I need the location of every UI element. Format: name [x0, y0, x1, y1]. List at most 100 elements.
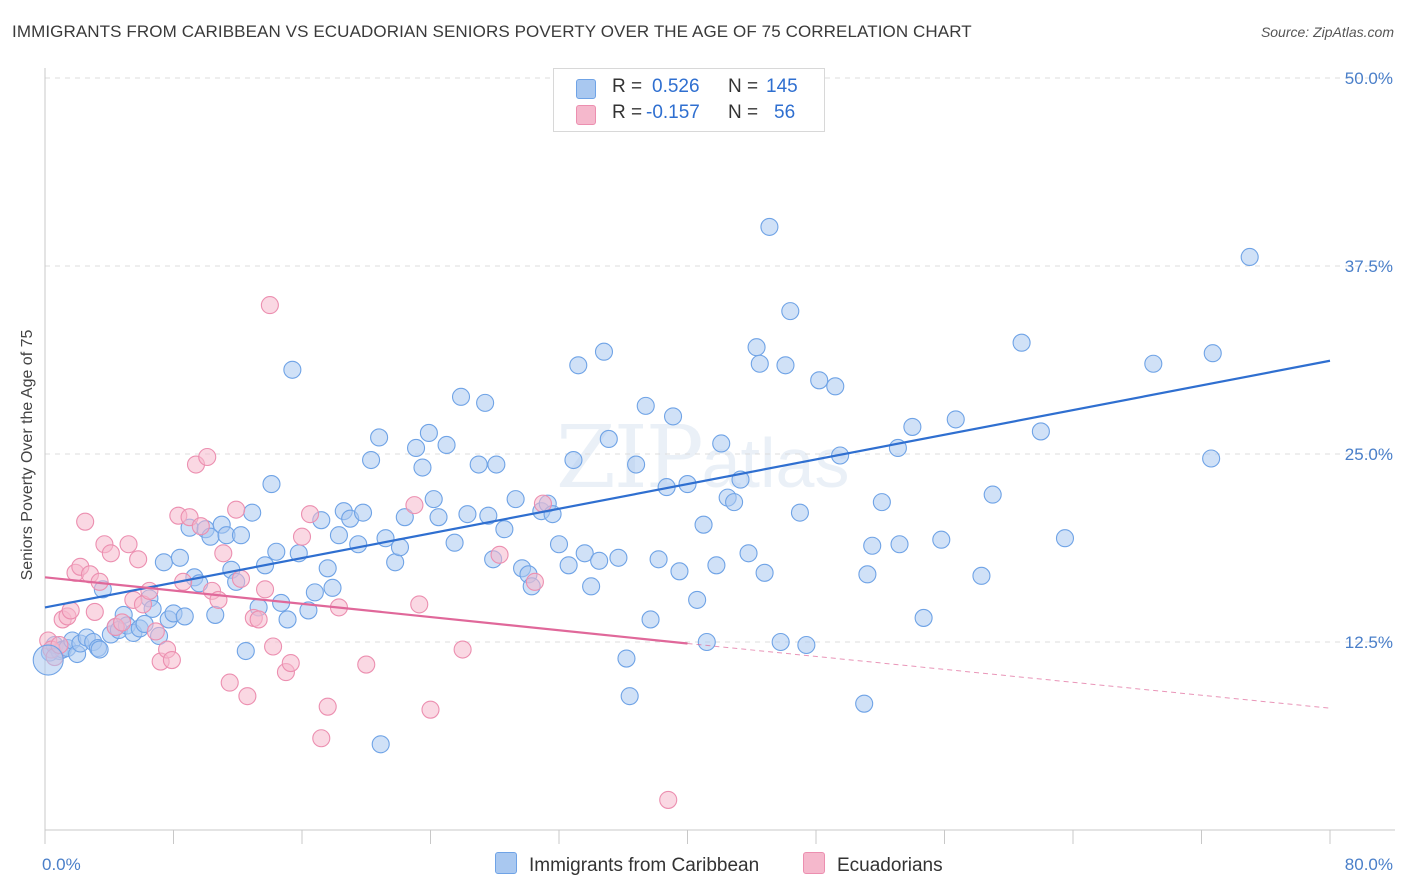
- caribbean-point: [590, 551, 609, 570]
- caribbean-point: [688, 590, 707, 609]
- ecuadorian-point: [238, 687, 257, 706]
- caribbean-point: [776, 356, 795, 375]
- correlation-legend: R = 0.526 N = 145 R = -0.157 N = 56: [553, 68, 825, 132]
- ecuadorian-point: [227, 500, 246, 519]
- caribbean-point: [617, 649, 636, 668]
- caribbean-point: [903, 417, 922, 436]
- bottom-legend-ecuadorians: Ecuadorians: [803, 852, 943, 877]
- caribbean-point: [609, 548, 628, 567]
- ecuadorian-point: [140, 581, 159, 600]
- caribbean-point: [413, 458, 432, 477]
- caribbean-point: [386, 553, 405, 572]
- legend-r-value: -0.157: [646, 102, 700, 123]
- ecuadorian-point: [421, 700, 440, 719]
- ecuadorian-point: [659, 790, 678, 809]
- caribbean-point: [406, 438, 426, 458]
- ecuadorian-point: [292, 527, 312, 546]
- caribbean-point: [1203, 344, 1222, 363]
- y-tick-label: 25.0%: [1345, 445, 1393, 464]
- caribbean-point: [32, 644, 64, 676]
- caribbean-point: [278, 610, 297, 629]
- caribbean-point: [575, 544, 594, 563]
- x-tick-label: 0.0%: [42, 855, 81, 874]
- caribbean-point: [707, 556, 726, 575]
- caribbean-point: [479, 506, 498, 525]
- caribbean-point: [627, 455, 646, 474]
- caribbean-point: [305, 583, 324, 602]
- caribbean-point: [760, 217, 779, 236]
- ecuadorian-point: [101, 544, 120, 563]
- bottom-legend-swatch-ecuadorians: [803, 852, 825, 874]
- caribbean-point: [826, 377, 845, 396]
- caribbean-point: [914, 608, 933, 627]
- legend-n-value: 56: [774, 102, 796, 123]
- ecuadorian-point: [405, 496, 424, 515]
- caribbean-point: [725, 493, 744, 512]
- caribbean-point: [419, 423, 438, 442]
- caribbean-point: [972, 566, 991, 585]
- ecuadorian-point: [113, 613, 132, 632]
- caribbean-point: [564, 450, 583, 470]
- legend-n-label: N =: [728, 102, 759, 123]
- caribbean-point: [323, 578, 342, 597]
- caribbean-point: [154, 553, 173, 572]
- ecuadorian-trendline-extension: [687, 643, 1331, 709]
- ecuadorian-point: [300, 505, 320, 524]
- ecuadorian-point: [129, 550, 148, 569]
- caribbean-point: [739, 544, 758, 563]
- caribbean-point: [594, 342, 614, 361]
- caribbean-trendline: [44, 359, 1331, 609]
- caribbean-point: [243, 503, 262, 522]
- caribbean-point: [755, 563, 774, 582]
- source-label: Source: ZipAtlas.com: [1260, 24, 1394, 40]
- caribbean-point: [863, 536, 882, 555]
- legend-swatch-ecuadorians: [576, 105, 596, 125]
- caribbean-point: [175, 607, 194, 626]
- caribbean-point: [697, 632, 716, 652]
- ecuadorian-trendline: [44, 576, 688, 645]
- caribbean-point: [1012, 333, 1031, 352]
- caribbean-point: [445, 533, 464, 552]
- legend-n-value: 145: [766, 76, 798, 97]
- caribbean-point: [872, 493, 891, 512]
- caribbean-point: [395, 508, 414, 527]
- caribbean-point: [329, 526, 348, 545]
- caribbean-point: [641, 610, 660, 629]
- caribbean-point: [283, 360, 302, 379]
- ecuadorian-point: [220, 673, 239, 692]
- legend-r-label: R =: [612, 102, 643, 123]
- x-tick-label: 80.0%: [1345, 855, 1393, 874]
- ecuadorian-point: [162, 650, 181, 670]
- caribbean-point: [983, 485, 1002, 504]
- ecuadorian-point: [191, 517, 210, 536]
- caribbean-point: [353, 503, 373, 522]
- caribbean-point: [370, 428, 389, 447]
- caribbean-point: [429, 508, 448, 527]
- caribbean-point: [670, 562, 689, 581]
- caribbean-point: [267, 542, 286, 561]
- caribbean-point: [636, 396, 655, 415]
- caribbean-point: [458, 505, 477, 524]
- caribbean-point: [750, 354, 769, 373]
- ecuadorian-point: [357, 655, 376, 674]
- ecuadorian-point: [256, 580, 275, 599]
- caribbean-point: [858, 565, 877, 584]
- caribbean-point: [90, 640, 109, 659]
- ecuadorian-point: [453, 640, 472, 659]
- caribbean-point: [206, 605, 225, 624]
- y-tick-label: 37.5%: [1345, 257, 1393, 276]
- caribbean-point: [569, 356, 588, 375]
- caribbean-point: [855, 694, 874, 713]
- ecuadorian-point: [525, 572, 544, 591]
- ecuadorian-point: [198, 447, 217, 467]
- y-tick-label: 12.5%: [1345, 633, 1393, 652]
- caribbean-point: [1202, 449, 1221, 468]
- caribbean-point: [1240, 247, 1259, 267]
- caribbean-point: [371, 735, 390, 754]
- ecuadorian-point: [260, 296, 279, 315]
- ecuadorian-point: [85, 602, 104, 621]
- caribbean-point: [1055, 529, 1075, 548]
- caribbean-point: [231, 526, 251, 545]
- caribbean-point: [599, 429, 618, 449]
